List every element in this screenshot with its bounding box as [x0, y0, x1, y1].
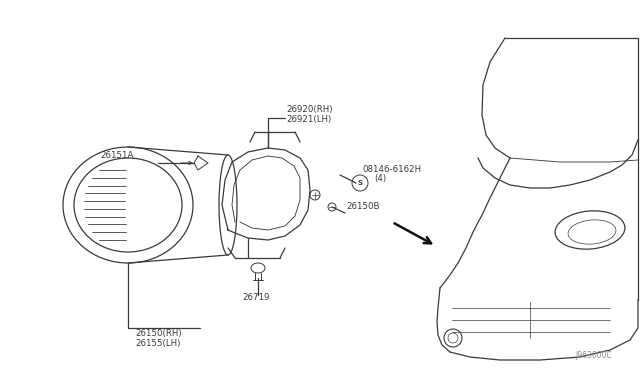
Text: 26151A: 26151A: [100, 151, 133, 160]
Text: (4): (4): [374, 174, 386, 183]
Text: 26155(LH): 26155(LH): [135, 339, 180, 348]
Text: 26719: 26719: [242, 293, 269, 302]
Text: 26921(LH): 26921(LH): [286, 115, 332, 124]
Text: S: S: [358, 180, 362, 186]
Text: J963000C: J963000C: [575, 351, 612, 360]
Text: 26150(RH): 26150(RH): [135, 329, 182, 338]
Text: 26150B: 26150B: [346, 202, 380, 211]
Text: 26920(RH): 26920(RH): [286, 105, 333, 114]
Text: 08146-6162H: 08146-6162H: [362, 165, 421, 174]
